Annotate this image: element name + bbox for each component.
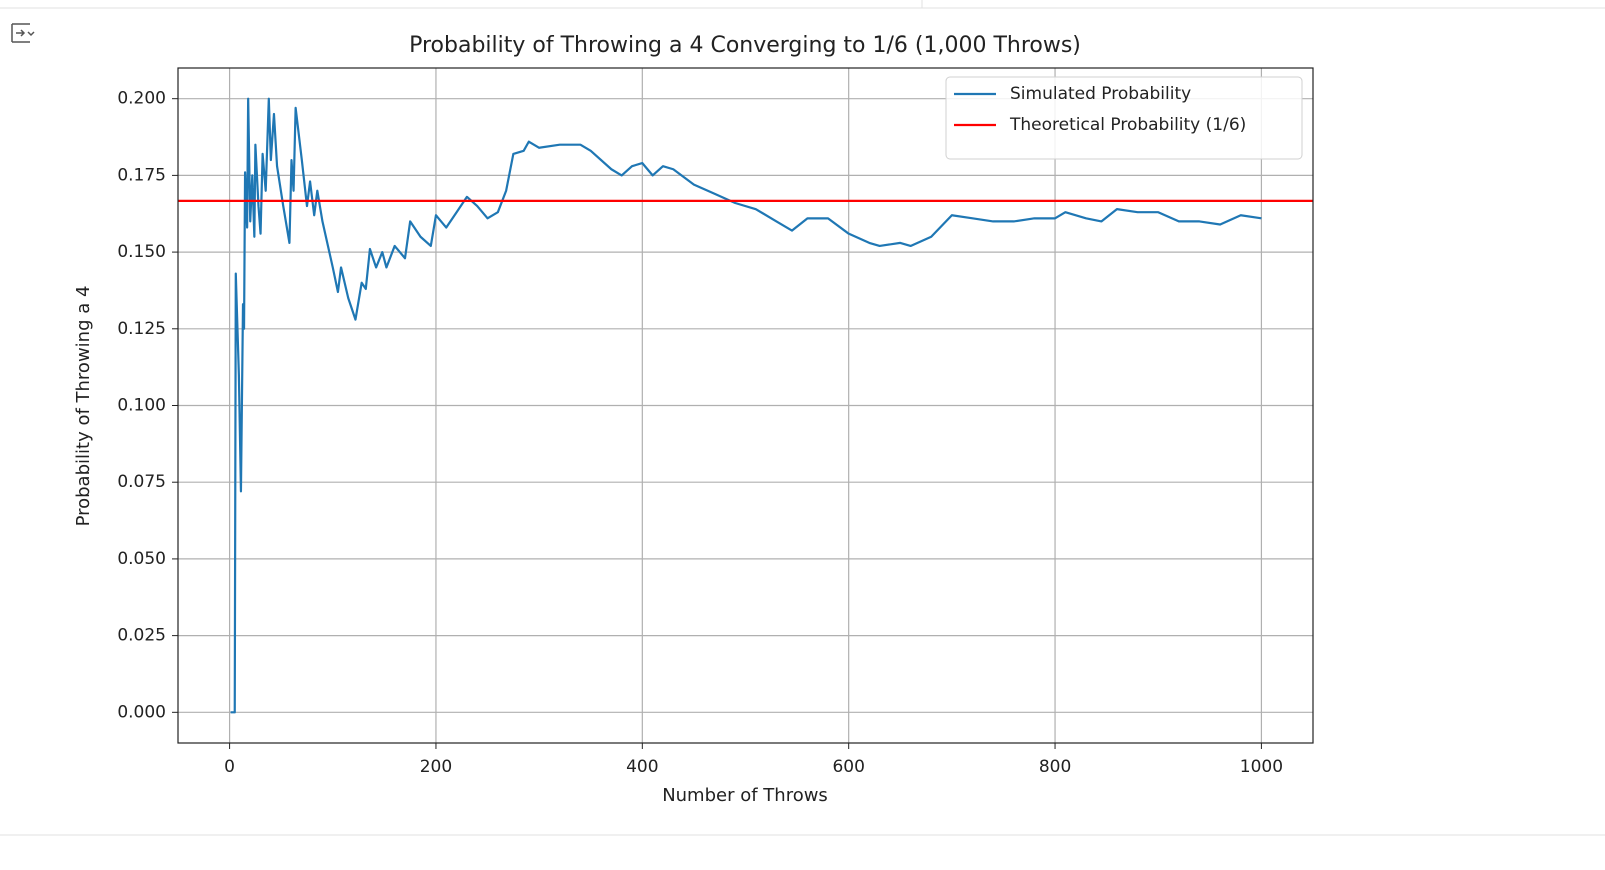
y-tick-label: 0.175 [117, 165, 166, 185]
y-tick-label: 0.000 [117, 702, 166, 722]
y-tick-label: 0.200 [117, 89, 166, 109]
y-tick-label: 0.050 [117, 549, 166, 569]
x-tick-label: 400 [626, 757, 658, 777]
x-axis-label: Number of Throws [662, 785, 828, 806]
legend-label: Simulated Probability [1010, 84, 1191, 104]
y-tick-label: 0.125 [117, 319, 166, 339]
x-tick-label: 1000 [1240, 757, 1283, 777]
y-tick-label: 0.075 [117, 472, 166, 492]
x-tick-label: 600 [832, 757, 864, 777]
legend-label: Theoretical Probability (1/6) [1009, 115, 1246, 135]
x-tick-label: 0 [224, 757, 235, 777]
y-tick-label: 0.100 [117, 396, 166, 416]
x-tick-label: 200 [420, 757, 452, 777]
y-tick-label: 0.150 [117, 242, 166, 262]
legend: Simulated Probability Theoretical Probabi… [945, 76, 1303, 160]
plot-frame [177, 67, 1314, 744]
x-tick-label: 800 [1039, 757, 1071, 777]
data-line [230, 97, 1262, 714]
y-axis-label: Probability of Throwing a 4 [73, 286, 94, 527]
output-toggle-icon[interactable] [11, 23, 35, 43]
legend-box [945, 76, 1303, 160]
chart-title: Probability of Throwing a 4 Converging t… [409, 33, 1081, 58]
y-tick-label: 0.025 [117, 626, 166, 646]
